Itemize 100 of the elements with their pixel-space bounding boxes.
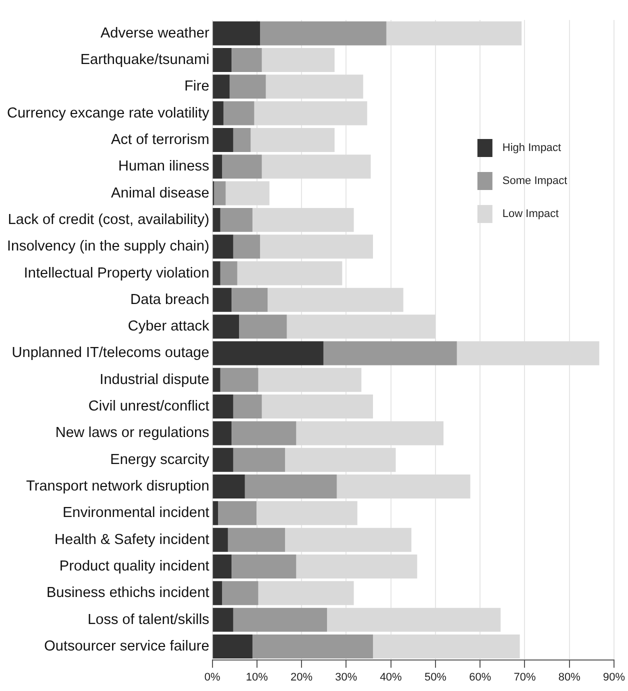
bar xyxy=(212,341,324,366)
bar xyxy=(268,288,404,312)
y-tick-label: Intellectual Property violation xyxy=(24,265,210,282)
bar xyxy=(212,101,224,126)
x-tick-label: 40% xyxy=(380,671,402,684)
bar xyxy=(212,208,220,232)
bar xyxy=(260,21,386,46)
bar xyxy=(239,314,287,339)
bar xyxy=(252,208,354,232)
bar xyxy=(286,314,436,339)
bar xyxy=(266,74,364,99)
x-tick-label: 30% xyxy=(335,671,358,684)
bar xyxy=(233,608,328,632)
bar xyxy=(212,581,222,606)
bar xyxy=(212,234,234,259)
bar xyxy=(212,394,234,419)
bar xyxy=(233,234,260,259)
y-tick-label: Earthquake/tsunami xyxy=(80,52,210,68)
bar xyxy=(212,74,230,99)
bar xyxy=(214,181,226,206)
bar xyxy=(262,394,373,419)
bar xyxy=(212,48,232,72)
x-tick-label: 50% xyxy=(424,671,447,684)
y-tick-label: Currency excange rate volatility xyxy=(7,105,210,122)
bar xyxy=(262,154,371,179)
bar xyxy=(212,288,232,312)
bar xyxy=(222,581,258,606)
bar xyxy=(372,634,520,658)
bar xyxy=(212,314,240,339)
bar xyxy=(230,74,266,99)
x-tick-label: 90% xyxy=(602,671,626,684)
x-tick-label: 60% xyxy=(469,671,492,684)
bar xyxy=(212,474,245,499)
bar xyxy=(212,608,234,632)
bar xyxy=(252,634,373,658)
bar xyxy=(260,234,373,259)
y-tick-label: Environmental incident xyxy=(62,505,210,522)
legend-label: Some Impact xyxy=(502,174,568,187)
y-tick-label: Animal disease xyxy=(110,185,210,202)
bar xyxy=(336,474,470,499)
y-tick-label: Cyber attack xyxy=(128,318,210,335)
bar xyxy=(212,261,220,286)
bar xyxy=(212,154,222,179)
bar xyxy=(212,528,228,552)
y-tick-label: Health & Safety incident xyxy=(54,532,210,548)
bar xyxy=(258,368,362,392)
bar xyxy=(231,288,268,312)
legend-label: Low Impact xyxy=(502,208,559,220)
bar xyxy=(327,608,501,632)
bar xyxy=(222,154,262,179)
bar xyxy=(323,341,457,366)
bar xyxy=(212,634,252,658)
bar xyxy=(262,48,335,72)
y-tick-label: Insolvency (in the supply chain) xyxy=(6,238,210,255)
bar xyxy=(233,448,286,472)
bar xyxy=(218,501,256,526)
y-tick-label: Loss of talent/skills xyxy=(88,612,210,628)
y-tick-label: Lack of credit (cost, availability) xyxy=(8,212,210,228)
x-tick-label: 0% xyxy=(204,671,220,684)
bar xyxy=(212,501,218,526)
bar xyxy=(220,208,252,232)
bar xyxy=(285,448,396,472)
y-tick-label: Fire xyxy=(184,78,210,95)
y-tick-label: New laws or regulations xyxy=(55,425,210,442)
bar xyxy=(296,554,418,578)
y-tick-label: Act of terrorism xyxy=(111,132,210,148)
bar xyxy=(237,261,342,286)
bar xyxy=(212,368,220,392)
bar xyxy=(250,128,335,152)
bar xyxy=(212,554,232,578)
y-tick-label: Outsourcer service failure xyxy=(44,638,210,654)
bar xyxy=(228,528,286,552)
y-tick-label: Product quality incident xyxy=(59,558,210,574)
bar xyxy=(212,448,234,472)
y-tick-label: Transport network disruption xyxy=(26,478,210,495)
bar xyxy=(212,421,232,446)
bar xyxy=(233,394,262,419)
bar xyxy=(220,368,258,392)
bar xyxy=(212,21,260,46)
y-tick-label: Civil unrest/conflict xyxy=(88,398,210,415)
bar xyxy=(254,101,368,126)
bar xyxy=(223,101,254,126)
bar xyxy=(285,528,412,552)
bar xyxy=(233,128,251,152)
x-tick-label: 70% xyxy=(514,671,536,684)
bar xyxy=(386,21,522,46)
bar xyxy=(456,341,600,366)
y-tick-label: Business ethichs incident xyxy=(46,585,210,602)
bar xyxy=(296,421,444,446)
bar xyxy=(256,501,358,526)
bar xyxy=(226,181,270,206)
bar xyxy=(231,554,296,578)
y-tick-label: Adverse weather xyxy=(100,25,210,42)
y-tick-label: Energy scarcity xyxy=(110,452,210,468)
x-tick-label: 80% xyxy=(558,671,581,684)
bar xyxy=(231,421,296,446)
bar xyxy=(258,581,354,606)
legend-label: High Impact xyxy=(502,142,562,154)
bar xyxy=(212,128,234,152)
y-tick-label: Industrial dispute xyxy=(100,372,210,388)
